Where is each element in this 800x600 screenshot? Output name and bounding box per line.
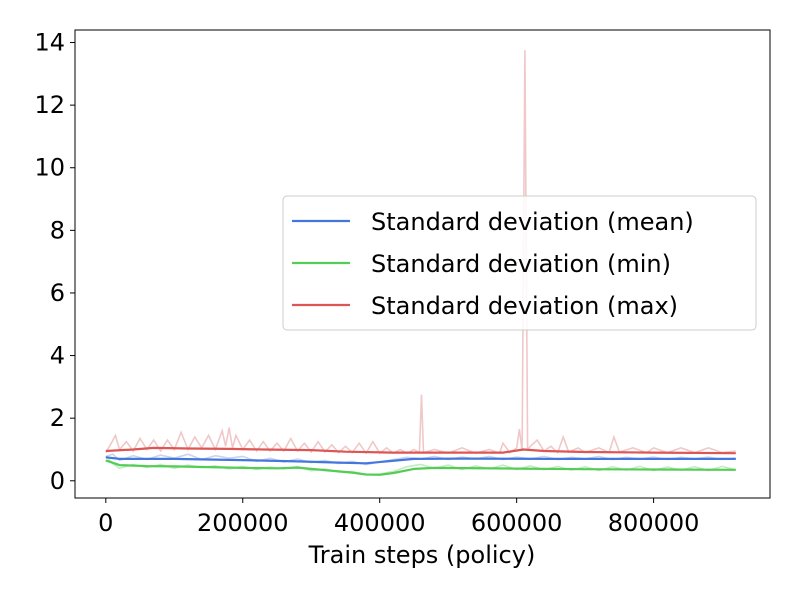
axes-frame: [74, 29, 771, 499]
y-tick-label: 0: [50, 467, 65, 495]
x-axis-label: Train steps (policy): [308, 541, 536, 569]
y-tick-label: 10: [34, 154, 65, 182]
axis-ticks: 0 200000 400000 600000 800000 0 2 4 6 8 10 12 14: [34, 29, 699, 537]
plot-area: [105, 50, 736, 476]
legend-label-mean: Standard deviation (mean): [371, 208, 694, 236]
legend: Standard deviation (mean) Standard deviat…: [282, 195, 757, 331]
x-tick-label: 800000: [608, 509, 700, 537]
y-tick-label: 14: [34, 29, 65, 57]
x-tick-label: 200000: [197, 509, 289, 537]
legend-label-min: Standard deviation (min): [371, 250, 671, 278]
y-tick-label: 8: [50, 216, 65, 244]
x-tick-label: 400000: [334, 509, 426, 537]
legend-label-max: Standard deviation (max): [371, 292, 678, 320]
x-tick-label: 600000: [471, 509, 563, 537]
y-tick-label: 12: [34, 91, 65, 119]
series-min-line: [105, 459, 736, 476]
y-tick-label: 4: [50, 342, 65, 370]
series-max-line: [105, 446, 736, 455]
legend-box: [282, 195, 757, 331]
series-mean-line: [105, 456, 736, 465]
y-tick-label: 2: [50, 404, 65, 432]
y-tick-label: 6: [50, 279, 65, 307]
x-tick-label: 0: [98, 509, 113, 537]
